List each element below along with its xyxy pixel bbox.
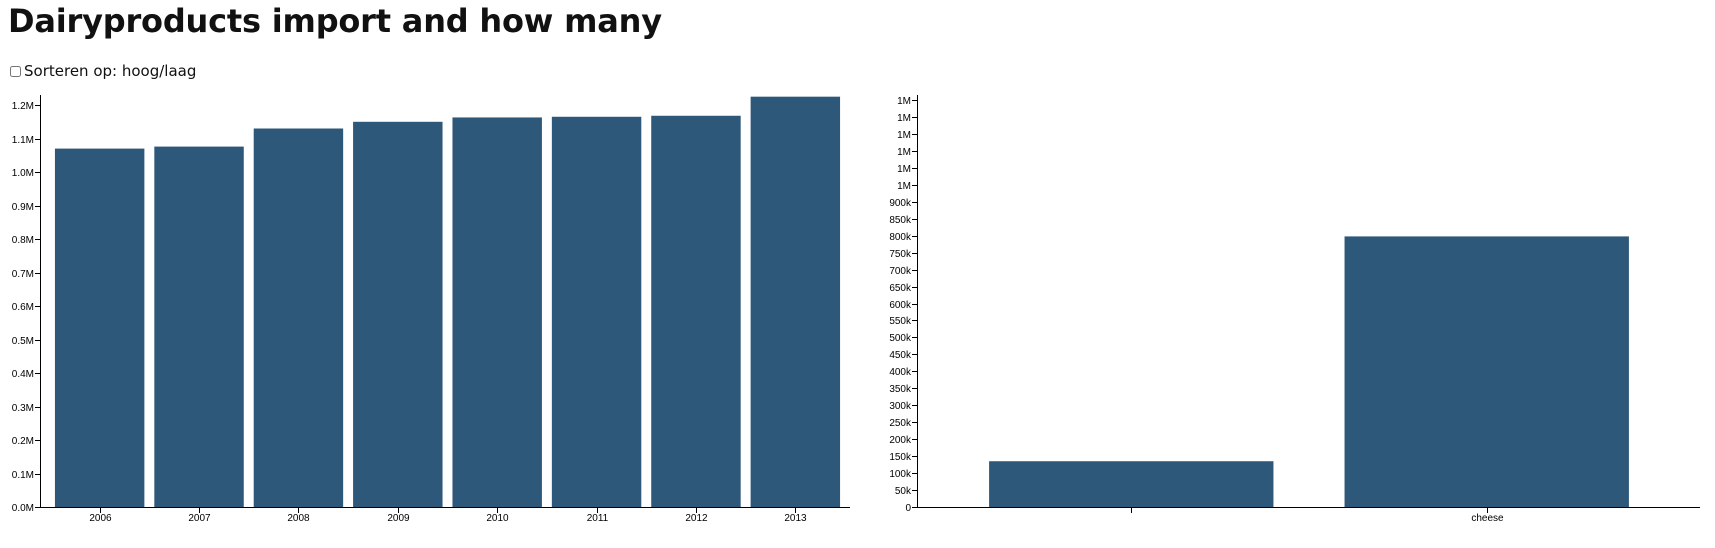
y-tick-label: 0.5M bbox=[12, 336, 34, 347]
y-tick-label: 850k bbox=[889, 215, 912, 226]
y-tick-label: 1M bbox=[897, 181, 911, 192]
chart-products-by-volume: 0 50k 100k 150k 200k 250k 300k 350k 400k 450k 500k… bbox=[889, 95, 1700, 524]
y-tick-label: 700k bbox=[889, 266, 912, 277]
y-tick-label: 800k bbox=[889, 232, 912, 243]
x-tick-label: 2010 bbox=[486, 513, 509, 524]
y-tick-label: 1.0M bbox=[12, 168, 34, 179]
bar bbox=[750, 96, 841, 507]
sort-control[interactable]: Sorteren op: hoog/laag bbox=[10, 62, 196, 80]
x-tick-label: 2006 bbox=[89, 513, 112, 524]
y-tick-label: 100k bbox=[889, 469, 912, 480]
x-tick-label: 2012 bbox=[685, 513, 708, 524]
x-tick-label: 2013 bbox=[784, 513, 807, 524]
y-tick-label: 0.8M bbox=[12, 235, 34, 246]
y-tick-label: 250k bbox=[889, 418, 912, 429]
bar bbox=[353, 121, 443, 507]
x-tick-label: cheese bbox=[1471, 513, 1504, 524]
y-tick-label: 0.4M bbox=[12, 369, 34, 380]
sort-checkbox[interactable] bbox=[10, 65, 21, 77]
y-tick-label: 1M bbox=[897, 164, 911, 175]
bar bbox=[452, 117, 542, 508]
y-tick-label: 0.1M bbox=[12, 470, 34, 481]
y-tick-label: 200k bbox=[889, 435, 912, 446]
x-tick-label: 2008 bbox=[287, 513, 310, 524]
y-tick-label: 1.2M bbox=[12, 101, 34, 112]
y-tick-label: 0.7M bbox=[12, 269, 34, 280]
y-tick-label: 300k bbox=[889, 401, 912, 412]
y-tick-label: 0 bbox=[905, 503, 911, 514]
y-tick-label: 900k bbox=[889, 198, 912, 209]
bar bbox=[154, 146, 244, 507]
bar bbox=[551, 116, 642, 508]
sort-label: Sorteren op: hoog/laag bbox=[24, 62, 197, 80]
bar bbox=[989, 461, 1274, 507]
chart-years-by-volume: 0.0M 0.1M 0.2M 0.3M 0.4M 0.5M 0.6M 0.7M 0.8M 0.9M… bbox=[12, 95, 850, 524]
bar bbox=[253, 128, 344, 507]
y-tick-label: 0.9M bbox=[12, 202, 34, 213]
bar bbox=[651, 115, 741, 507]
x-tick-label: 2011 bbox=[587, 513, 609, 524]
y-tick-label: 600k bbox=[889, 300, 912, 311]
y-tick-label: 1M bbox=[897, 96, 911, 107]
y-tick-label: 50k bbox=[895, 486, 912, 497]
y-tick-label: 150k bbox=[889, 452, 912, 463]
x-tick-label: 2009 bbox=[387, 513, 410, 524]
y-tick-label: 0.0M bbox=[12, 503, 34, 514]
page-title: Dairyproducts import and how many bbox=[8, 2, 662, 40]
y-tick-label: 0.6M bbox=[12, 302, 34, 313]
y-tick-label: 0.2M bbox=[12, 436, 34, 447]
y-tick-label: 550k bbox=[889, 316, 912, 327]
y-tick-label: 1M bbox=[897, 147, 911, 158]
y-tick-label: 1.1M bbox=[12, 135, 34, 146]
y-tick-label: 350k bbox=[889, 384, 912, 395]
x-tick-label: 2007 bbox=[188, 513, 211, 524]
y-tick-label: 1M bbox=[897, 113, 911, 124]
y-tick-label: 750k bbox=[889, 249, 912, 260]
bar bbox=[54, 148, 145, 507]
y-tick-label: 1M bbox=[897, 130, 911, 141]
y-tick-label: 500k bbox=[889, 333, 912, 344]
y-tick-label: 0.3M bbox=[12, 403, 34, 414]
bar bbox=[1344, 236, 1629, 507]
y-tick-label: 650k bbox=[889, 283, 912, 294]
y-tick-label: 450k bbox=[889, 350, 912, 361]
y-tick-label: 400k bbox=[889, 367, 912, 378]
